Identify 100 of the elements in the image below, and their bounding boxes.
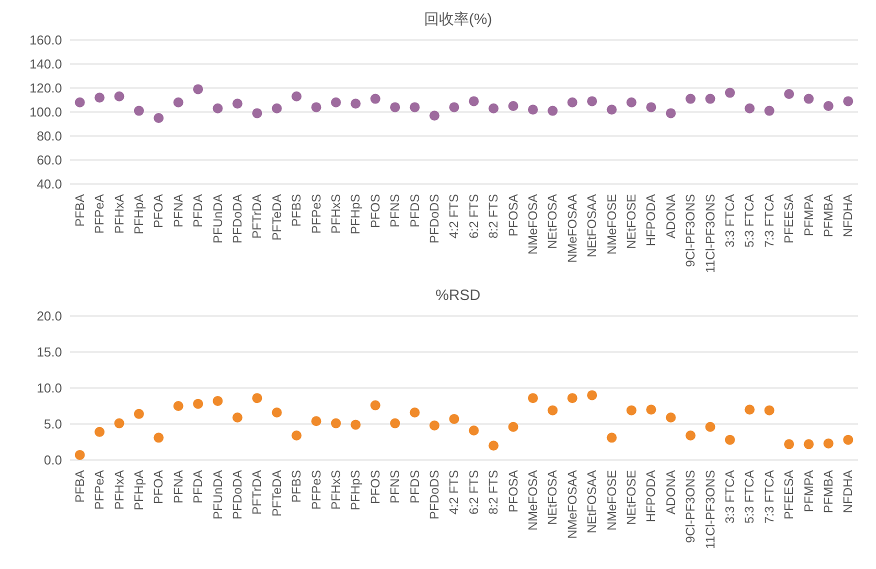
point bbox=[666, 412, 676, 423]
x-tick-label: PFEESA bbox=[782, 193, 796, 244]
x-tick-label: PFHxS bbox=[328, 470, 343, 510]
x-tick-label: PFHxS bbox=[328, 194, 343, 234]
point bbox=[705, 422, 716, 432]
point bbox=[390, 418, 400, 428]
x-tick-label: 7:3 FTCA bbox=[762, 193, 776, 248]
x-tick-label: 5:3 FTCA bbox=[742, 193, 757, 248]
x-tick-label: 3:3 FTCA bbox=[722, 469, 737, 524]
x-tick-label: NFDHA bbox=[841, 469, 856, 514]
x-tick-label: PFDoDA bbox=[230, 469, 244, 520]
x-tick-label: 8:2 FTS bbox=[486, 470, 501, 514]
x-tick-label: PFMBA bbox=[821, 469, 836, 514]
x-tick-label: PFPeA bbox=[92, 469, 107, 510]
y-tick-label: 15.0 bbox=[36, 344, 62, 360]
point bbox=[626, 97, 636, 108]
point bbox=[804, 94, 814, 104]
x-tick-label: PFDoDS bbox=[427, 470, 442, 520]
x-tick-label: NMeFOSE bbox=[604, 470, 619, 530]
point bbox=[370, 400, 380, 410]
x-tick-label: PFPeS bbox=[309, 194, 324, 234]
x-tick-label: PFNS bbox=[388, 194, 402, 228]
point bbox=[429, 420, 440, 430]
point bbox=[193, 398, 204, 409]
x-tick-label: PFBS bbox=[290, 194, 304, 227]
point bbox=[114, 418, 124, 428]
x-tick-label: NEtFOSE bbox=[624, 470, 638, 525]
x-tick-label: PFTeDA bbox=[270, 193, 284, 241]
y-tick-label: 5.0 bbox=[44, 416, 62, 432]
y-tick-label: 40.0 bbox=[36, 176, 62, 192]
point bbox=[764, 106, 774, 116]
x-tick-label: PFMBA bbox=[821, 193, 836, 238]
point bbox=[350, 420, 361, 430]
x-tick-label: PFDoDS bbox=[427, 194, 442, 244]
point bbox=[508, 101, 518, 111]
point bbox=[232, 98, 242, 109]
point bbox=[449, 414, 460, 424]
point bbox=[508, 422, 518, 432]
point bbox=[666, 108, 676, 118]
x-tick-label: PFDS bbox=[408, 194, 422, 228]
point bbox=[548, 405, 558, 416]
point bbox=[468, 425, 479, 436]
x-tick-label: PFDoDA bbox=[230, 193, 244, 244]
x-tick-label: PFTeDA bbox=[270, 469, 284, 517]
x-tick-label: ADONA bbox=[664, 193, 678, 238]
x-tick-label: 3:3 FTCA bbox=[722, 193, 737, 248]
x-tick-label: NMeFOSA bbox=[526, 193, 540, 254]
x-tick-label: NFDHA bbox=[841, 193, 856, 238]
x-tick-label: NEtFOSE bbox=[624, 194, 638, 249]
x-tick-label: PFDA bbox=[191, 469, 206, 504]
x-tick-label: PFDS bbox=[408, 470, 422, 504]
x-tick-label: 4:2 FTS bbox=[447, 470, 462, 514]
point bbox=[646, 404, 656, 415]
point bbox=[154, 432, 164, 443]
point bbox=[724, 434, 735, 445]
x-tick-label: PFOSA bbox=[506, 469, 520, 512]
point bbox=[311, 102, 322, 112]
x-tick-label: PFDA bbox=[191, 193, 206, 228]
x-tick-label: PFHpA bbox=[132, 469, 146, 510]
x-tick-label: HFPODA bbox=[644, 193, 658, 246]
point bbox=[823, 438, 834, 448]
point bbox=[410, 102, 420, 112]
point bbox=[212, 103, 223, 114]
x-tick-label: PFNA bbox=[171, 469, 186, 504]
y-tick-label: 140.0 bbox=[29, 56, 62, 72]
x-tick-label: PFEESA bbox=[782, 469, 796, 520]
point bbox=[350, 98, 361, 109]
x-tick-label: PFMPA bbox=[802, 469, 816, 512]
point bbox=[449, 102, 460, 112]
point bbox=[823, 101, 834, 111]
x-tick-label: PFTrDA bbox=[250, 469, 264, 515]
y-tick-label: 80.0 bbox=[36, 128, 62, 144]
x-tick-label: PFOA bbox=[152, 469, 166, 504]
x-tick-label: PFHpA bbox=[132, 193, 146, 234]
point bbox=[252, 108, 262, 118]
point bbox=[154, 113, 164, 123]
point bbox=[330, 97, 341, 108]
x-tick-label: ADONA bbox=[664, 469, 678, 514]
x-tick-label: PFPeS bbox=[309, 470, 324, 510]
y-tick-label: 20.0 bbox=[36, 308, 62, 324]
point bbox=[548, 106, 558, 116]
x-tick-label: PFPeA bbox=[92, 193, 107, 234]
y-tick-label: 0.0 bbox=[44, 452, 62, 468]
point bbox=[114, 91, 124, 102]
x-tick-label: NMeFOSAA bbox=[565, 469, 580, 539]
x-tick-label: 4:2 FTS bbox=[447, 194, 462, 238]
x-tick-label: 7:3 FTCA bbox=[762, 469, 776, 524]
point bbox=[528, 104, 538, 115]
x-tick-label: PFHpS bbox=[348, 470, 363, 510]
x-tick-label: HFPODA bbox=[644, 469, 658, 522]
point bbox=[744, 103, 755, 114]
x-tick-label: NEtFOSA bbox=[546, 469, 560, 525]
point bbox=[134, 408, 144, 419]
point bbox=[134, 106, 144, 116]
point bbox=[626, 405, 636, 416]
x-tick-label: PFBA bbox=[72, 193, 87, 227]
x-tick-label: 8:2 FTS bbox=[486, 194, 501, 238]
point bbox=[784, 89, 794, 99]
point bbox=[488, 440, 499, 451]
point bbox=[429, 110, 440, 121]
